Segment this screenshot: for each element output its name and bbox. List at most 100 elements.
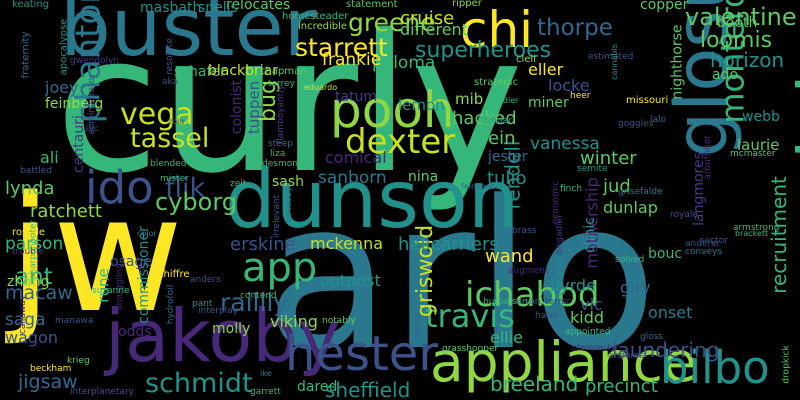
cloud-word: saga <box>5 310 46 330</box>
cloud-word: vega <box>120 97 194 132</box>
cloud-word: viking <box>270 312 318 331</box>
cloud-word: laurie <box>737 136 780 154</box>
cloud-word: burpelson <box>483 297 528 307</box>
cloud-word: brackett <box>735 229 769 238</box>
cloud-word: onset <box>648 303 693 322</box>
cloud-word: vanessa <box>530 134 600 154</box>
cloud-word: cruise <box>400 8 455 29</box>
cloud-word: jester <box>488 149 528 165</box>
cloud-word: sac <box>85 124 99 133</box>
cloud-word: locke <box>548 76 590 95</box>
cloud-word: krieg <box>67 356 90 366</box>
cloud-word: suzanne <box>92 286 130 296</box>
cloud-word: dexter <box>345 122 456 162</box>
cloud-word: zola <box>168 117 185 126</box>
cloud-word: ado <box>712 67 739 83</box>
cloud-word: hacked <box>452 108 517 129</box>
cloud-word: garrett <box>250 387 281 397</box>
cloud-word: titular <box>485 116 512 126</box>
cloud-word: estimated <box>588 52 634 62</box>
cloud-word: flamboyantly <box>276 84 287 145</box>
cloud-word: colonist <box>229 79 246 135</box>
cloud-word: dropkick <box>781 345 792 384</box>
cloud-word: feinvent <box>461 182 494 191</box>
cloud-word: semite <box>577 164 608 174</box>
cloud-word: booth <box>717 15 758 31</box>
cloud-word: apocalypse <box>58 18 70 76</box>
cloud-word: solved <box>615 255 645 265</box>
cloud-word: erskine <box>230 234 296 255</box>
cloud-word: zeit <box>230 179 247 189</box>
cloud-word: nina <box>408 169 439 185</box>
cloud-word: incredible <box>298 21 348 32</box>
cloud-word: appointed <box>565 327 611 337</box>
cloud-word: blended <box>150 159 187 169</box>
cloud-word: clell <box>516 54 536 65</box>
cloud-word: ratchett <box>30 201 102 222</box>
cloud-word: interplay <box>198 306 239 316</box>
cloud-word: royale <box>670 210 698 220</box>
cloud-word: resolute <box>164 38 175 75</box>
cloud-word: alison <box>514 297 541 307</box>
cloud-word: aka <box>162 77 179 87</box>
cloud-word: mckenna <box>310 234 384 253</box>
cloud-word: chi <box>460 1 534 59</box>
cloud-word: dunlap <box>603 198 658 217</box>
cloud-word: snells <box>198 0 238 16</box>
cloud-word: schmidt <box>145 368 253 399</box>
cloud-word: molly <box>212 321 251 337</box>
cloud-word: battled <box>20 166 53 176</box>
cloud-word: cavebby <box>283 187 293 221</box>
cloud-word: arbuthnot <box>702 135 713 180</box>
cloud-word: fraternity <box>20 31 32 79</box>
cloud-word: notably <box>322 316 356 326</box>
cloud-word: blackbriar <box>208 63 279 79</box>
cloud-word: travis <box>425 297 515 335</box>
cloud-word: eduardo <box>304 83 338 92</box>
cloud-word: valentine <box>685 3 797 31</box>
cloud-word: buster <box>60 0 317 74</box>
cloud-word: ido <box>85 161 154 214</box>
cloud-word: raillly <box>220 288 289 317</box>
cloud-word: horizon <box>710 48 785 72</box>
cloud-word: byrde <box>550 276 596 295</box>
cloud-word: liza <box>270 149 286 159</box>
cloud-word: pooh <box>330 81 455 139</box>
cloud-word: bilbo <box>660 341 770 394</box>
cloud-word: zhang <box>7 274 50 290</box>
cloud-word: superheroes <box>415 38 552 63</box>
cloud-word: laundering <box>612 338 720 362</box>
cloud-word: outpost <box>320 271 381 290</box>
cloud-word: trouble <box>12 247 44 257</box>
cloud-word: armstrong <box>733 223 780 233</box>
cloud-word: ichabod <box>465 275 600 315</box>
cloud-word: wagon <box>5 328 58 347</box>
cloud-word: homesteader <box>282 11 349 22</box>
cloud-word: masbath <box>140 0 202 16</box>
cloud-word: app <box>242 245 318 291</box>
cloud-word: contend <box>240 291 277 301</box>
cloud-word: pterodactyl <box>572 343 618 352</box>
cloud-word: anderes <box>608 351 645 361</box>
cloud-word: mib <box>455 90 484 108</box>
cloud-word: miner <box>528 95 569 111</box>
cloud-word: thorpe <box>537 15 613 41</box>
cloud-word: gwendolyn <box>70 56 120 66</box>
cloud-word: steep <box>268 139 294 149</box>
cloud-word: parson <box>5 234 64 254</box>
cloud-word: missouri <box>626 95 669 106</box>
cloud-word: schafer <box>174 64 226 80</box>
cloud-word: webb <box>742 109 780 125</box>
cloud-word: cannabis <box>609 44 619 80</box>
cloud-word: ripper <box>452 0 482 9</box>
cloud-word: grasshopper <box>442 344 499 354</box>
cloud-word: hater <box>535 311 559 321</box>
cloud-word: sheffield <box>325 378 411 400</box>
cloud-word: clinic <box>581 217 598 253</box>
cloud-word: osage <box>110 254 152 270</box>
cloud-word: wand <box>485 246 534 267</box>
cloud-word: commissioner <box>135 226 152 324</box>
cloud-word: grisefalde <box>618 187 663 197</box>
cloud-word: cyborg <box>155 188 237 216</box>
